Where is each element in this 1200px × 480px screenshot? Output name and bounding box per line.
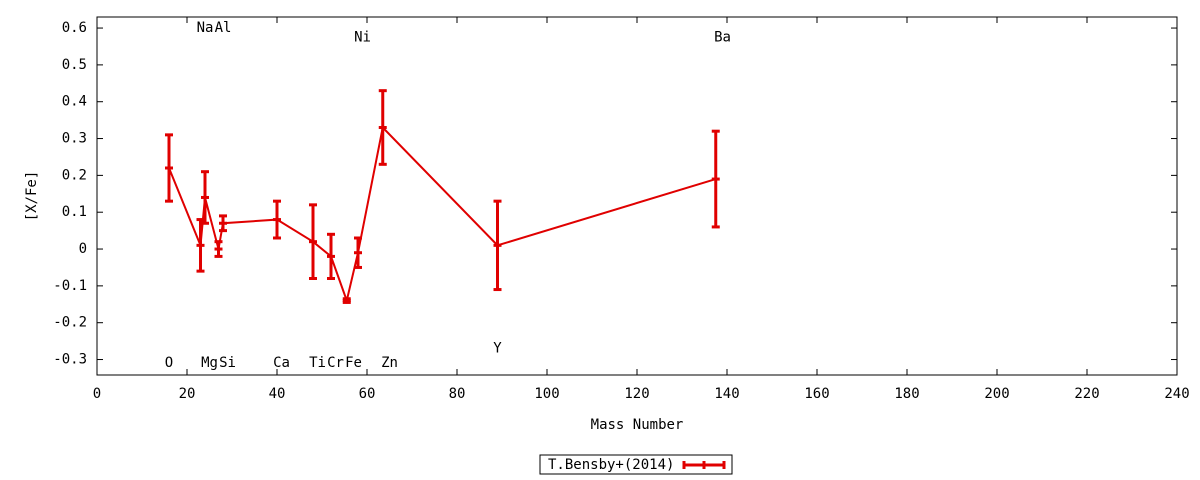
x-tick-label: 220	[1074, 386, 1099, 402]
annotation: Ni	[354, 29, 371, 45]
y-tick-label: -0.2	[53, 315, 87, 331]
x-tick-label: 140	[714, 386, 739, 402]
x-tick-label: 20	[179, 386, 196, 402]
y-tick-label: 0	[79, 241, 87, 257]
error-bar	[711, 129, 720, 229]
annotation: Mg	[201, 355, 218, 371]
error-bar	[342, 297, 351, 304]
x-tick-label: 240	[1164, 386, 1189, 402]
error-bar	[493, 199, 502, 292]
error-bar	[201, 170, 209, 225]
annotation: Y	[493, 340, 502, 356]
annotation: Si	[219, 355, 236, 371]
annotation: O	[165, 355, 173, 371]
annotation: Fe	[345, 355, 362, 371]
x-tick-label: 40	[269, 386, 286, 402]
error-bar	[165, 133, 173, 203]
y-tick-label: 0.4	[62, 94, 87, 110]
legend-box	[539, 454, 733, 475]
annotation: Ca	[273, 355, 290, 371]
x-tick-label: 0	[93, 386, 101, 402]
error-bar	[309, 203, 317, 281]
annotation: Ti	[309, 355, 326, 371]
error-bar	[273, 199, 281, 240]
y-tick-label: -0.3	[53, 352, 87, 368]
x-tick-label: 100	[534, 386, 559, 402]
error-bar	[354, 236, 362, 269]
legend-label: T.Bensby+(2014)	[548, 457, 674, 473]
y-tick-label: 0.2	[62, 167, 87, 183]
error-bar	[214, 240, 223, 258]
y-tick-label: -0.1	[53, 278, 87, 294]
error-bar	[378, 89, 387, 166]
x-tick-label: 180	[894, 386, 919, 402]
error-bar	[327, 232, 335, 281]
plot-frame	[96, 16, 1178, 376]
x-tick-label: 60	[359, 386, 376, 402]
x-axis-label: Mass Number	[591, 417, 684, 433]
annotation: Ba	[714, 29, 731, 45]
error-bar	[219, 214, 227, 233]
y-tick-label: 0.6	[62, 20, 87, 36]
x-tick-label: 80	[449, 386, 466, 402]
y-axis-label: [X/Fe]	[24, 171, 40, 222]
series-line	[168, 125, 717, 305]
y-tick-label: 0.3	[62, 131, 87, 147]
y-tick-label: 0.1	[62, 204, 87, 220]
x-tick-label: 120	[624, 386, 649, 402]
annotation: Na	[197, 20, 214, 36]
x-tick-label: 200	[984, 386, 1009, 402]
y-tick-label: 0.5	[62, 57, 87, 73]
annotation: Zn	[381, 355, 398, 371]
annotation: Cr	[327, 355, 344, 371]
x-tick-label: 160	[804, 386, 829, 402]
annotation: Al	[215, 20, 232, 36]
error-bar	[196, 218, 205, 273]
